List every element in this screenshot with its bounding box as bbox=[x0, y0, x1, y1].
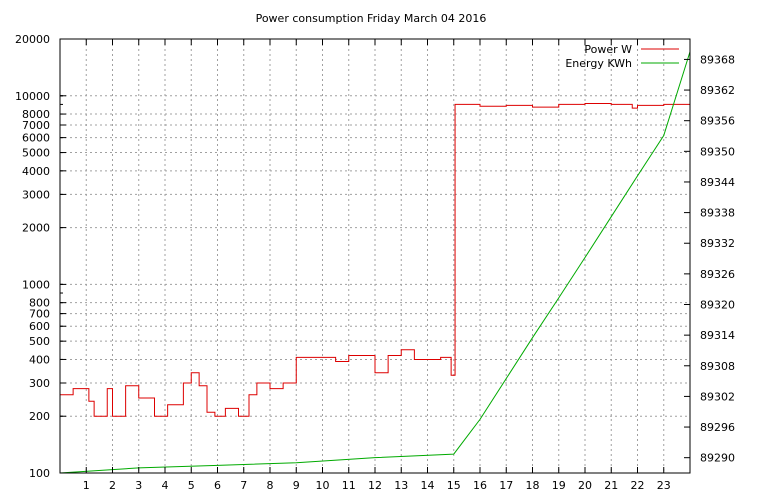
x-tick-label: 5 bbox=[188, 479, 195, 492]
y-left-tick-label: 800 bbox=[29, 297, 50, 310]
y-left-tick-label: 3000 bbox=[22, 188, 50, 201]
y-right-tick-label: 89290 bbox=[700, 452, 735, 465]
x-tick-label: 11 bbox=[342, 479, 356, 492]
y-right-tick-label: 89314 bbox=[700, 329, 735, 342]
x-tick-label: 23 bbox=[657, 479, 671, 492]
x-tick-label: 8 bbox=[267, 479, 274, 492]
x-tick-label: 13 bbox=[394, 479, 408, 492]
y-right-tick-label: 89350 bbox=[700, 145, 735, 158]
legend-label-energy: Energy KWh bbox=[565, 57, 632, 70]
y-left-tick-label: 600 bbox=[29, 320, 50, 333]
legend: Power W Energy KWh bbox=[565, 43, 679, 70]
x-tick-label: 19 bbox=[552, 479, 566, 492]
x-tick-label: 12 bbox=[368, 479, 382, 492]
y-left-tick-label: 100 bbox=[29, 467, 50, 480]
x-tick-label: 17 bbox=[499, 479, 513, 492]
x-tick-label: 20 bbox=[578, 479, 592, 492]
y-right-tick-label: 89338 bbox=[700, 207, 735, 220]
series-line-power bbox=[60, 103, 690, 417]
x-tick-label: 2 bbox=[109, 479, 116, 492]
y-right-tick-label: 89308 bbox=[700, 360, 735, 373]
chart-title: Power consumption Friday March 04 2016 bbox=[256, 12, 487, 25]
y-left-tick-label: 6000 bbox=[22, 132, 50, 145]
legend-label-power: Power W bbox=[584, 43, 632, 56]
y-left-tick-label: 2000 bbox=[22, 222, 50, 235]
y-left-tick-label: 300 bbox=[29, 377, 50, 390]
y-left-tick-label: 500 bbox=[29, 335, 50, 348]
y-right-tick-label: 89356 bbox=[700, 115, 735, 128]
x-tick-label: 14 bbox=[421, 479, 435, 492]
x-tick-label: 18 bbox=[526, 479, 540, 492]
y-right-tick-label: 89332 bbox=[700, 237, 735, 250]
y-left-tick-label: 4000 bbox=[22, 165, 50, 178]
x-tick-label: 9 bbox=[293, 479, 300, 492]
x-tick-label: 15 bbox=[447, 479, 461, 492]
x-tick-label: 10 bbox=[316, 479, 330, 492]
y-left-tick-label: 10000 bbox=[15, 90, 50, 103]
plot-border bbox=[59, 38, 691, 474]
y-left-tick-label: 200 bbox=[29, 410, 50, 423]
y-left-tick-label: 7000 bbox=[22, 119, 50, 132]
x-tick-label: 21 bbox=[604, 479, 618, 492]
x-tick-label: 4 bbox=[162, 479, 169, 492]
y-left-tick-label: 700 bbox=[29, 308, 50, 321]
x-tick-label: 6 bbox=[214, 479, 221, 492]
x-tick-label: 22 bbox=[631, 479, 645, 492]
y-left-tick-label: 1000 bbox=[22, 278, 50, 291]
y-left-tick-label: 5000 bbox=[22, 147, 50, 160]
y-right-tick-label: 89368 bbox=[700, 53, 735, 66]
series-line-energy bbox=[59, 51, 691, 474]
y-left-tick-label: 400 bbox=[29, 353, 50, 366]
y-right-tick-label: 89302 bbox=[700, 390, 735, 403]
y-right-tick-label: 89344 bbox=[700, 176, 735, 189]
y-right-tick-label: 89326 bbox=[700, 268, 735, 281]
axes: 1 2 3 4 5 6 7 8 9 10 11 12 13 14 15 16 17 18 19 20 21 22 23100… bbox=[15, 33, 735, 492]
x-tick-label: 3 bbox=[135, 479, 142, 492]
grid-lines bbox=[60, 39, 690, 473]
y-right-tick-label: 89320 bbox=[700, 299, 735, 312]
x-tick-label: 16 bbox=[473, 479, 487, 492]
y-right-tick-label: 89362 bbox=[700, 84, 735, 97]
y-right-tick-label: 89296 bbox=[700, 421, 735, 434]
series-layer bbox=[59, 51, 691, 474]
y-left-tick-label: 20000 bbox=[15, 33, 50, 46]
x-tick-label: 1 bbox=[83, 479, 90, 492]
y-left-tick-label: 8000 bbox=[22, 108, 50, 121]
x-tick-label: 7 bbox=[240, 479, 247, 492]
